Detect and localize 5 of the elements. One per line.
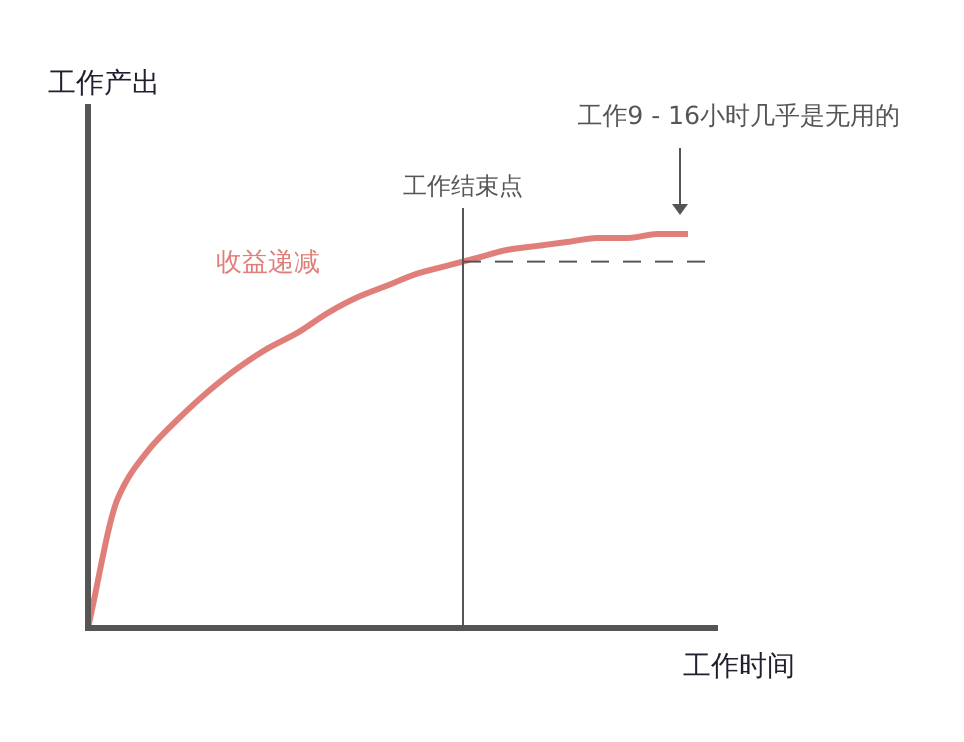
text: 工作9 - 16小时几乎是无用的 [577, 101, 900, 130]
text: 工作结束点 [403, 172, 523, 200]
y-axis-title: 工作产出 [48, 66, 160, 99]
series-label: 收益递减 [216, 247, 320, 278]
x-axis-title: 工作时间 [683, 649, 795, 682]
